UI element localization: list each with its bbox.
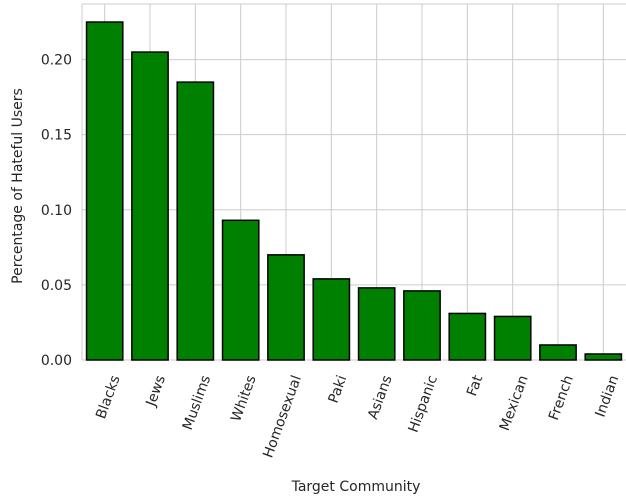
y-tick-label: 0.05 xyxy=(41,278,72,294)
bar-muslims xyxy=(176,81,215,361)
grid-lines xyxy=(81,3,626,361)
x-tick-label: Asians xyxy=(365,373,396,421)
y-tick-label: 0.10 xyxy=(41,203,72,219)
y-tick-label: 0.20 xyxy=(41,53,72,69)
x-tick-label: Blacks xyxy=(93,373,123,421)
bar-indian xyxy=(584,353,623,361)
bar-fat xyxy=(448,312,487,361)
bar-french xyxy=(539,344,577,361)
y-tick-label: 0.00 xyxy=(41,353,72,369)
x-tick-label: Indian xyxy=(592,373,622,419)
x-tick-label: Whites xyxy=(228,373,259,424)
bar-homosexual xyxy=(267,254,305,361)
x-tick-labels: Blacks Jews Muslims Whites Homosexual Paki Asi… xyxy=(93,373,622,460)
x-tick-label: Mexican xyxy=(497,373,532,433)
y-tick-label: 0.15 xyxy=(41,128,72,144)
x-tick-label: Homosexual xyxy=(260,373,305,460)
y-axis-label: Percentage of Hateful Users xyxy=(10,88,26,284)
x-axis-label: Target Community xyxy=(291,479,421,495)
x-tick-label: Paki xyxy=(326,373,351,405)
x-tick-label: French xyxy=(546,373,577,422)
bar-blacks xyxy=(85,21,124,361)
x-tick-label: Fat xyxy=(464,373,486,399)
x-tick-label: Jews xyxy=(143,373,169,409)
bar-asians xyxy=(357,287,396,361)
bar-hispanic xyxy=(403,290,441,361)
bar-paki xyxy=(312,278,351,361)
y-tick-labels: 0.00 0.05 0.10 0.15 0.20 xyxy=(41,53,72,369)
bar-mexican xyxy=(493,315,532,361)
bar-whites xyxy=(221,219,260,361)
bars xyxy=(85,21,623,361)
bar-jews xyxy=(131,51,169,361)
x-tick-label: Muslims xyxy=(180,373,215,432)
x-tick-label: Hispanic xyxy=(406,373,441,435)
